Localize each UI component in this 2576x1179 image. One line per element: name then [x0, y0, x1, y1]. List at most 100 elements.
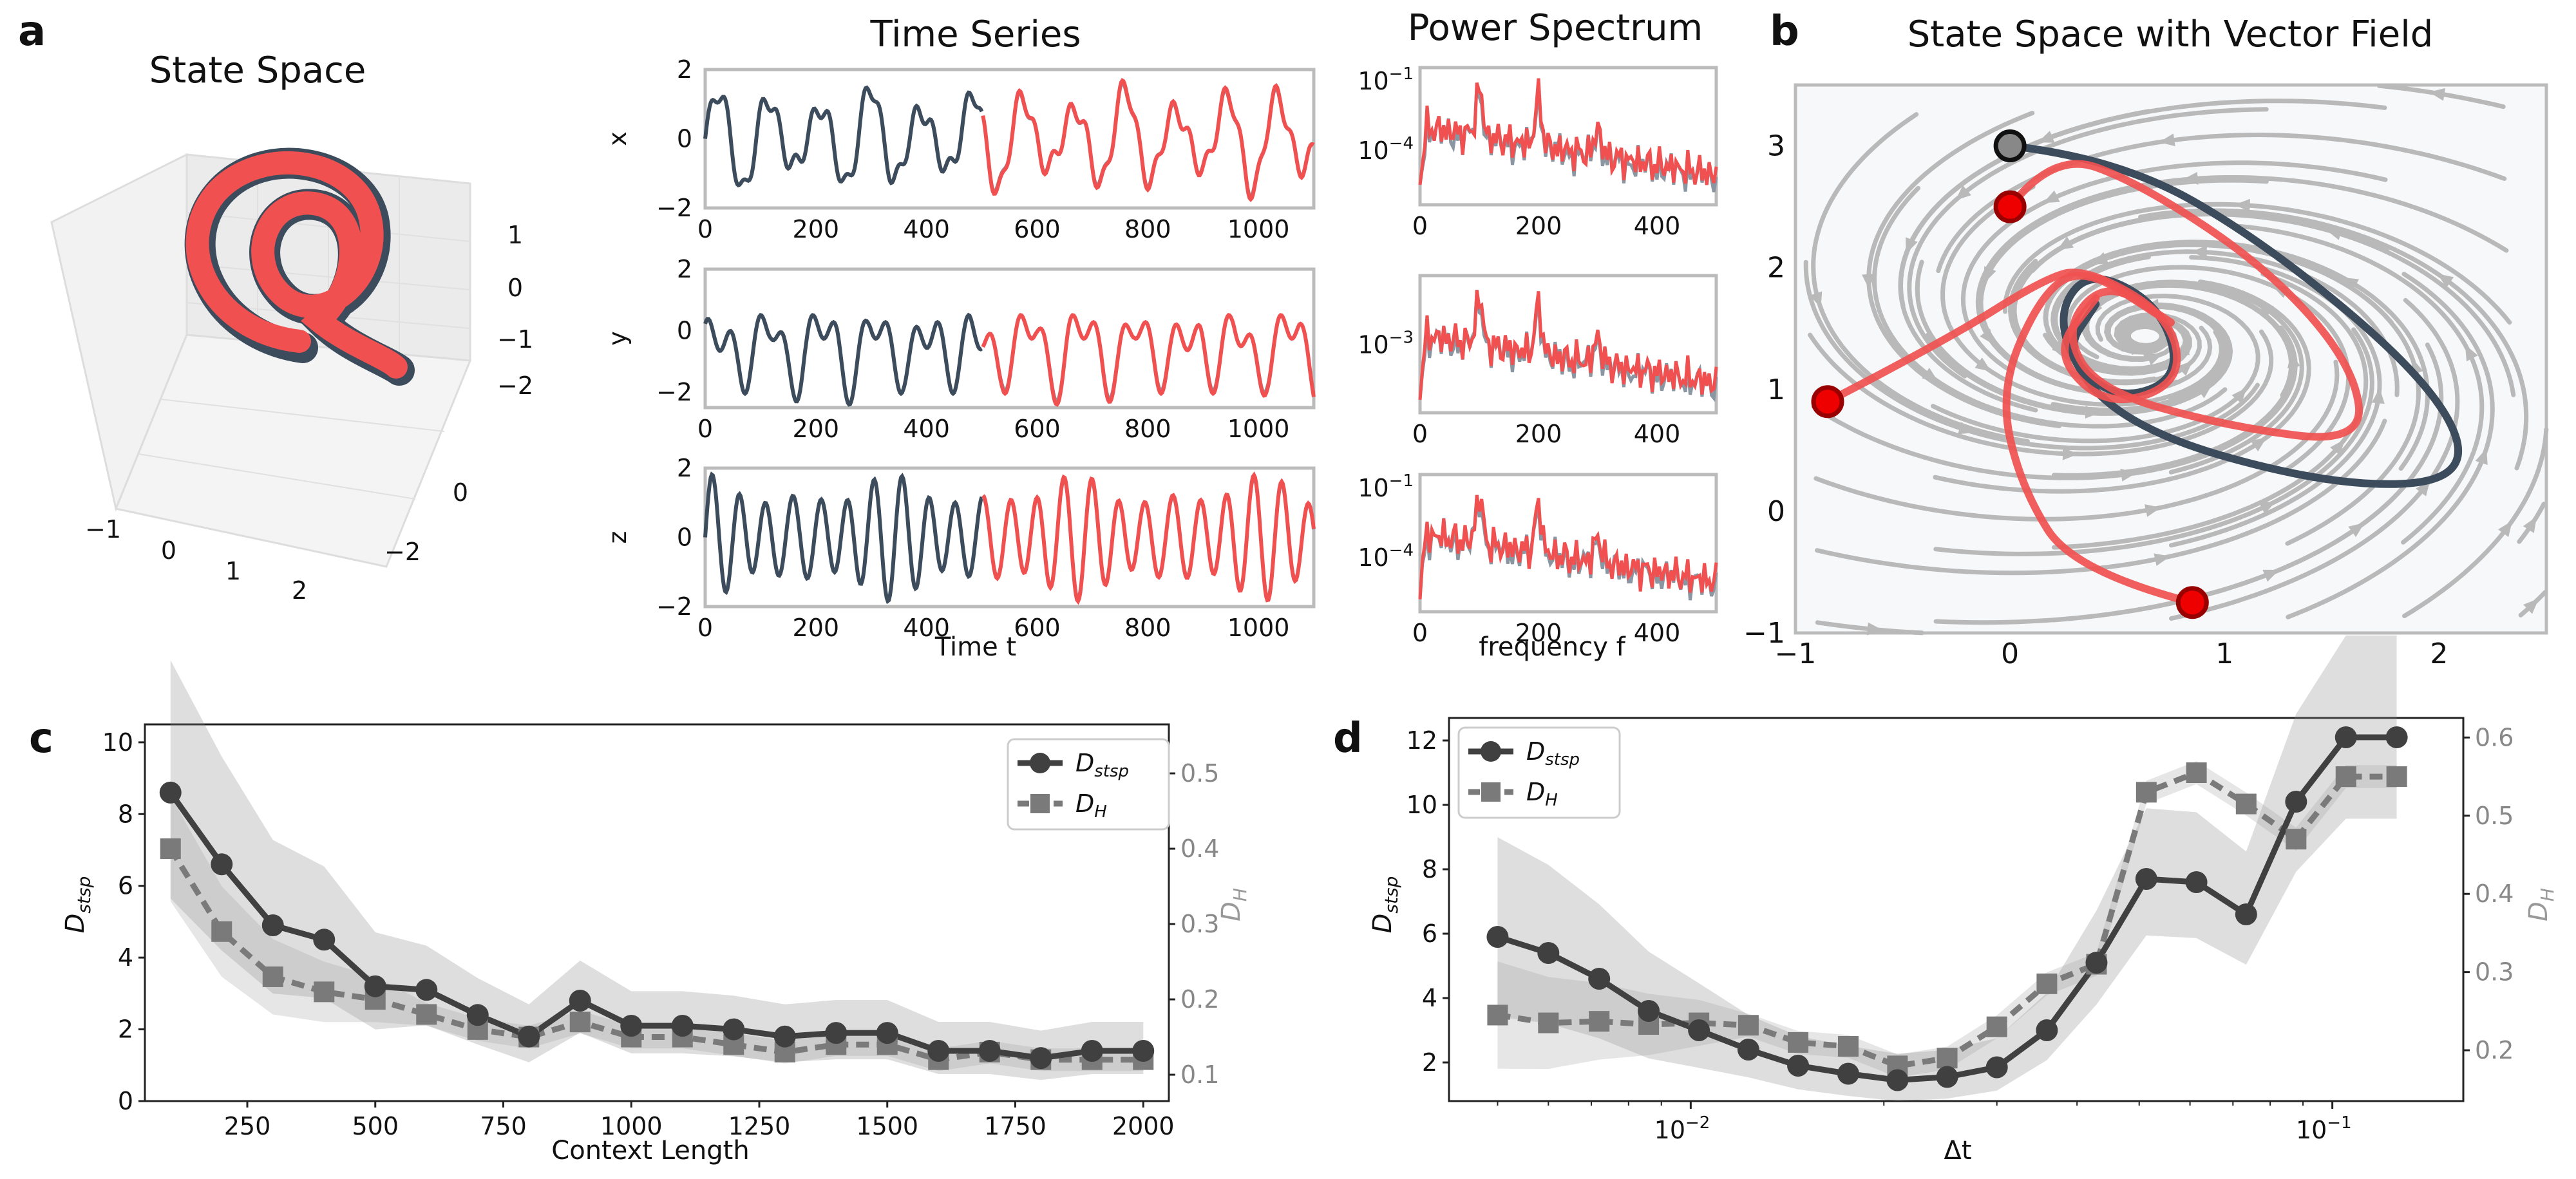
marker-dstsp [927, 1040, 950, 1062]
streamline-arrow [2043, 190, 2060, 203]
marker-dstsp [1537, 942, 1560, 964]
marker-dh [2335, 766, 2356, 788]
y2-tick: 0.3 [2475, 958, 2514, 986]
spectrum-reconstruction [1418, 495, 1718, 599]
streamline-arrow [2348, 522, 2365, 538]
power-spectrum-axes [1418, 274, 1718, 415]
y2-tick: 0.2 [2475, 1036, 2514, 1064]
x-tick: 400 [903, 415, 950, 443]
y-tick: 8 [118, 800, 133, 828]
x-tick: 800 [1124, 614, 1171, 642]
power-spectrum-title: Power Spectrum [1408, 7, 1703, 49]
marker-dstsp [1886, 1069, 1909, 1091]
y-tick: 10−3 [1358, 328, 1414, 359]
marker-dstsp [1737, 1039, 1759, 1061]
z-tick: 1 [507, 221, 523, 249]
streamline-arrow [1862, 274, 1875, 290]
tick-base: 10 [1358, 67, 1388, 95]
streamline-arrow [1867, 622, 1883, 636]
time-series-xlabel: Time t [934, 632, 1016, 662]
x-tick: 10−2 [1654, 1113, 1710, 1144]
x-tick: 500 [352, 1112, 399, 1140]
y-tick: 2 [1422, 1048, 1437, 1077]
x-tick: 1000 [1227, 215, 1290, 243]
x-tick: 2000 [1112, 1112, 1175, 1140]
marker-dstsp [2036, 1019, 2058, 1041]
marker-dstsp [2285, 791, 2307, 813]
y-tick: 2 [677, 255, 692, 283]
marker-dstsp [466, 1004, 489, 1026]
marker-dstsp [671, 1015, 694, 1037]
marker-dh [1589, 1011, 1610, 1032]
y-tick: 0 [1767, 495, 1785, 528]
x-tick: 2 [292, 576, 307, 605]
panel-label-c: c [29, 715, 53, 762]
y-tick: 3 [1767, 130, 1785, 163]
x-tick: 400 [903, 614, 950, 642]
streamline-arrow [2092, 252, 2109, 265]
series-ground-truth-future [981, 81, 1315, 199]
panel-label-d: d [1333, 715, 1363, 762]
panel-label-a: a [18, 8, 46, 55]
y-tick: −2 [656, 194, 692, 222]
x-tick: 200 [793, 614, 840, 642]
y-tick: 10 [102, 728, 133, 757]
legend-label-dh: DH [1075, 789, 1107, 822]
x-tick: 750 [480, 1112, 527, 1140]
y2-tick: 0.3 [1180, 910, 1219, 938]
x-tick: 2 [2430, 637, 2448, 670]
series-ground-truth [703, 85, 984, 188]
x-tick: 600 [1014, 614, 1061, 642]
legend-marker-dh [1030, 794, 1050, 813]
z-tick: −1 [497, 325, 533, 354]
y2-tick: 0.5 [2475, 802, 2514, 830]
marker-dstsp [159, 781, 182, 804]
legend-marker-dstsp [1030, 753, 1050, 773]
x-tick: 400 [1634, 619, 1681, 647]
streamline-arrow [2330, 439, 2345, 456]
y-tick: −1 [1743, 617, 1785, 650]
x-tick: 0 [2001, 637, 2019, 670]
marker-dh [1538, 1012, 1559, 1033]
marker-dstsp [773, 1025, 796, 1048]
series-ground-truth [703, 312, 983, 407]
streamline-arrow [2038, 131, 2055, 143]
marker-dstsp [415, 979, 438, 1001]
marker-dstsp [1936, 1066, 1958, 1088]
context-length-xlabel: Context Length [551, 1136, 749, 1165]
marker-dstsp [876, 1022, 898, 1044]
marker-dstsp [1787, 1055, 1810, 1077]
marker-dh [262, 966, 283, 987]
tick-exponent: −4 [1389, 541, 1414, 560]
state-space-3d: State Space 1 0 −1 −2 0 −2 −1 0 1 [50, 50, 533, 605]
x-tick: 400 [1634, 420, 1681, 448]
marker-dstsp [1030, 1047, 1052, 1070]
y-tick: 2 [1767, 252, 1785, 285]
x-tick: 200 [793, 215, 840, 243]
tick-exponent: −1 [1389, 64, 1414, 84]
y-tick: 12 [1406, 726, 1437, 755]
y-tick: 2 [118, 1015, 133, 1044]
legend: Dstsp DH [1457, 726, 1621, 819]
x-tick: 1 [2215, 637, 2233, 670]
streamline-arrow [2497, 520, 2513, 537]
y-tick: 0 [677, 125, 692, 153]
marker-dh [1788, 1032, 1809, 1053]
y-tick: −2 [656, 378, 692, 406]
y-tick: 0 [453, 478, 468, 507]
y-tick: 6 [1422, 920, 1437, 948]
marker-dstsp [1688, 1019, 1710, 1041]
band-dstsp [170, 660, 1144, 1080]
trajectory-reconstruction [2006, 160, 2363, 441]
axis-spine [703, 70, 1314, 210]
x-tick: 600 [1014, 215, 1061, 243]
z-tick: 0 [507, 274, 523, 302]
y-tick: 2 [677, 55, 692, 84]
trajectory-start-point [1993, 190, 2027, 223]
legend-label-dstsp: Dstsp [1075, 749, 1129, 781]
time-series-axes [703, 466, 1316, 608]
legend-label-dh: DH [1526, 778, 1558, 810]
x-tick: 1500 [856, 1112, 918, 1140]
x-tick: 0 [697, 215, 713, 243]
tick-exponent: −4 [1389, 134, 1414, 153]
